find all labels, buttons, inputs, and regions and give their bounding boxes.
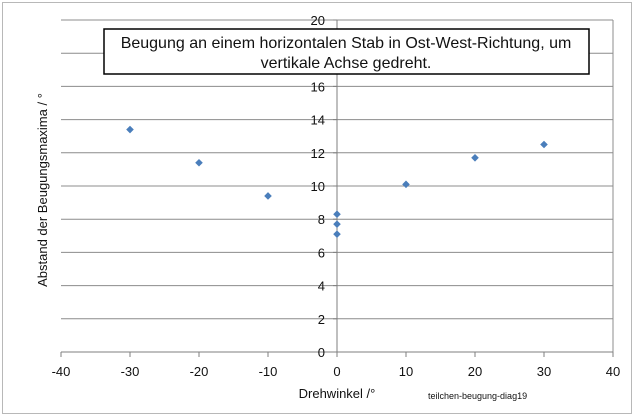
y-tick-label: 16 bbox=[311, 79, 325, 94]
x-tick-label: -10 bbox=[259, 364, 278, 379]
y-tick-label: 2 bbox=[318, 312, 325, 327]
chart-footnote: teilchen-beugung-diag19 bbox=[428, 391, 527, 401]
y-tick-label: 12 bbox=[311, 146, 325, 161]
y-tick-label: 10 bbox=[311, 179, 325, 194]
data-point bbox=[471, 153, 479, 162]
x-tick-label: -20 bbox=[190, 364, 209, 379]
y-tick-label: 20 bbox=[311, 13, 325, 28]
x-axis-title: Drehwinkel /° bbox=[299, 386, 376, 401]
y-tick-label: 0 bbox=[318, 345, 325, 360]
data-point bbox=[333, 230, 341, 238]
x-tick-label: 40 bbox=[606, 364, 620, 379]
x-tick-label: -30 bbox=[121, 364, 140, 379]
y-tick-label: 14 bbox=[311, 113, 325, 128]
chart-title-line-2: vertikale Achse gedreht. bbox=[261, 55, 432, 72]
data-point bbox=[195, 158, 203, 167]
chart-title-line-1: Beugung an einem horizontalen Stab in Os… bbox=[121, 35, 572, 52]
chart-title-box bbox=[103, 28, 590, 75]
data-point bbox=[402, 180, 410, 189]
data-point bbox=[264, 192, 272, 200]
x-tick-label: 20 bbox=[468, 364, 482, 379]
x-tick-label: -40 bbox=[52, 364, 71, 379]
data-point bbox=[540, 140, 548, 149]
y-tick-label: 4 bbox=[318, 279, 325, 294]
data-point bbox=[333, 220, 341, 228]
x-tick-label: 10 bbox=[399, 364, 413, 379]
y-axis-title: Abstand der Beugungsmaxima / ° bbox=[35, 93, 50, 287]
x-tick-label: 30 bbox=[537, 364, 551, 379]
y-tick-label: 6 bbox=[318, 245, 325, 260]
data-point bbox=[126, 125, 134, 134]
x-tick-label: 0 bbox=[333, 364, 340, 379]
data-point bbox=[333, 210, 341, 219]
y-tick-label: 8 bbox=[318, 212, 325, 227]
